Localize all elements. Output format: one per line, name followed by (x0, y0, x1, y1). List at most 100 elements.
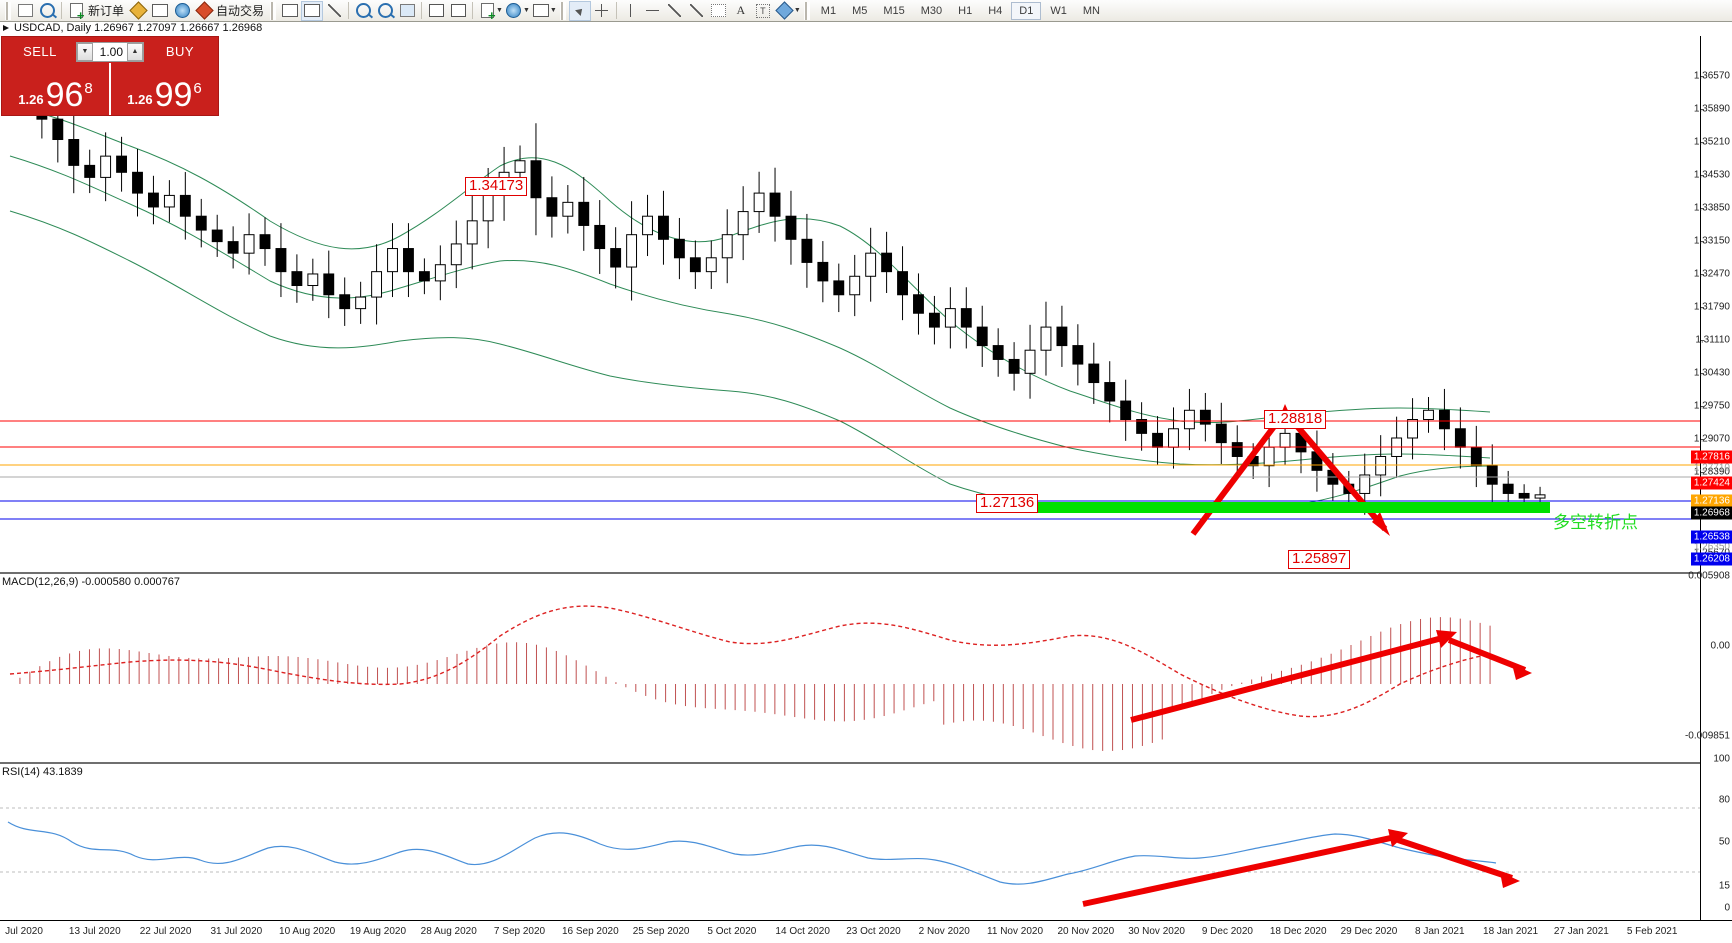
timeframe-m15[interactable]: M15 (883, 4, 905, 17)
new-order-label[interactable]: 新订单 (88, 4, 125, 18)
price-level-badge[interactable]: 1.27136 (1690, 494, 1732, 508)
candle-body (1407, 419, 1418, 439)
price-tick-mark (1701, 142, 1704, 143)
cursor-icon[interactable] (568, 0, 591, 21)
chevron-down-icon-2[interactable]: ▼ (522, 7, 530, 14)
toolbar-grip-2[interactable] (270, 1, 277, 20)
candle-body (642, 215, 653, 236)
price-level-badge[interactable]: 1.26538 (1690, 530, 1732, 544)
timeframe-mn[interactable]: MN (1082, 4, 1100, 17)
price-tick-mark (1701, 175, 1704, 176)
price-level-badge[interactable]: 1.26350 (1693, 541, 1730, 553)
timeframe-w1[interactable]: W1 (1050, 4, 1067, 17)
rsi-pane[interactable]: RSI(14) 43.1839 (0, 762, 1732, 920)
auto-trading-label[interactable]: 自动交易 (216, 4, 265, 18)
annotation-low-1: 1.25897 (1288, 550, 1351, 569)
signal-icon[interactable] (171, 1, 193, 21)
candle-body (291, 271, 303, 287)
price-chart-pane[interactable]: 1.34173 1.28818 1.27136 1.25897 多空转折点 (0, 36, 1732, 572)
line-chart-icon[interactable] (323, 1, 345, 21)
vline-icon[interactable] (620, 1, 642, 21)
zoom-in-icon[interactable] (352, 1, 374, 21)
macd-pane[interactable]: MACD(12,26,9) -0.000580 0.000767 (0, 572, 1732, 762)
timeframe-m1[interactable]: M1 (820, 4, 837, 17)
data-window-icon[interactable] (396, 1, 418, 21)
timeframe-h1[interactable]: H1 (958, 4, 973, 17)
chevron-down-icon-4[interactable]: ▼ (793, 7, 801, 14)
price-tick-label: 1.28390 (1693, 466, 1730, 478)
volume-decrement-button[interactable]: ▼ (77, 42, 93, 61)
magnifier-icon[interactable] (36, 1, 58, 21)
price-level-badge[interactable]: 1.27424 (1690, 476, 1732, 490)
trendline-icon[interactable] (664, 1, 686, 21)
price-scale[interactable]: 1.36570 1.35890 1.35210 1.34530 1.33850 1.331… (1685, 36, 1732, 920)
price-level-badge[interactable]: 1.26208 (1690, 552, 1732, 566)
toolbar-separator-4 (472, 2, 474, 19)
price-tick-label: 1.36570 (1693, 70, 1730, 82)
volume-increment-button[interactable]: ▲ (127, 42, 143, 61)
bar-chart-icon[interactable] (279, 1, 301, 21)
indicator-icon[interactable]: + (476, 1, 498, 22)
candle-body (769, 192, 781, 217)
price-tick-mark (1701, 406, 1704, 407)
buy-price-lead: 1.26 (127, 92, 153, 107)
timeframe-d1[interactable]: D1 (1011, 1, 1042, 20)
candle-body (1008, 358, 1020, 374)
shift-icon[interactable] (425, 1, 447, 21)
toolbar-grip-4[interactable] (803, 1, 810, 20)
one-click-trading-panel[interactable]: SELL ▼ 1.00 ▲ BUY 1.26 96 8 1.26 99 6 (1, 36, 219, 116)
macd-trend-down-arrowhead (1512, 664, 1532, 680)
diamond-icon[interactable] (127, 1, 149, 21)
cloud-icon[interactable] (149, 1, 171, 21)
price-tick-mark (1701, 109, 1704, 110)
candle-body (530, 160, 542, 199)
date-axis-label: 31 Jul 2020 (210, 926, 263, 937)
candle-body (865, 252, 877, 277)
window-icon[interactable] (14, 1, 36, 21)
rsi-trend-down (1397, 837, 1513, 881)
crosshair-icon[interactable] (591, 1, 613, 21)
buy-button[interactable]: BUY (165, 44, 195, 59)
timeframe-m5[interactable]: M5 (852, 4, 868, 17)
label-icon[interactable]: T (752, 1, 774, 21)
candle-body (785, 215, 797, 240)
toolbar-grip-3[interactable] (559, 1, 566, 20)
bollinger-upper (9, 105, 1491, 424)
sell-button[interactable]: SELL (23, 44, 57, 59)
template-icon[interactable] (530, 1, 552, 21)
price-level-badge[interactable]: 1.26968 (1690, 506, 1732, 520)
buy-price[interactable]: 1.26 99 6 (109, 63, 218, 115)
price-level-badge[interactable]: 1.27710 (1693, 462, 1730, 474)
candle-body (339, 294, 351, 310)
candle-body (195, 215, 207, 231)
candle-body (243, 234, 255, 254)
toolbar-separator-3 (421, 2, 423, 19)
timeframe-h4[interactable]: H4 (988, 4, 1003, 17)
hline-icon[interactable] (642, 1, 664, 21)
shapes-icon[interactable] (774, 1, 796, 21)
sell-price[interactable]: 1.26 96 8 (2, 63, 109, 115)
toolbar-grip[interactable] (5, 1, 11, 20)
price-level-badge[interactable]: 1.27816 (1690, 450, 1732, 464)
chevron-down-icon[interactable]: ▼ (496, 7, 503, 14)
autotrade-icon[interactable] (193, 1, 215, 21)
candle-body (913, 294, 924, 314)
chevron-down-icon-3[interactable]: ▼ (549, 7, 557, 14)
candle-chart-icon[interactable] (301, 0, 324, 21)
date-axis-label: 14 Oct 2020 (775, 926, 830, 937)
volume-input[interactable]: ▼ 1.00 ▲ (76, 41, 144, 62)
zoom-out-icon[interactable] (374, 1, 396, 21)
equidistant-icon[interactable] (686, 1, 708, 21)
candle-body (817, 261, 829, 282)
price-tick-label: 1.35210 (1693, 136, 1730, 148)
candle-body (371, 271, 383, 298)
autoscroll-icon[interactable] (447, 1, 469, 21)
fibo-icon[interactable] (708, 1, 730, 21)
timeframe-m30[interactable]: M30 (920, 4, 943, 17)
candle-body (403, 248, 414, 273)
text-icon[interactable]: A (736, 3, 746, 17)
new-order-icon[interactable]: + (65, 1, 87, 22)
date-axis-label: 18 Dec 2020 (1269, 926, 1327, 937)
candle-body (944, 308, 956, 328)
period-icon[interactable] (503, 1, 525, 21)
